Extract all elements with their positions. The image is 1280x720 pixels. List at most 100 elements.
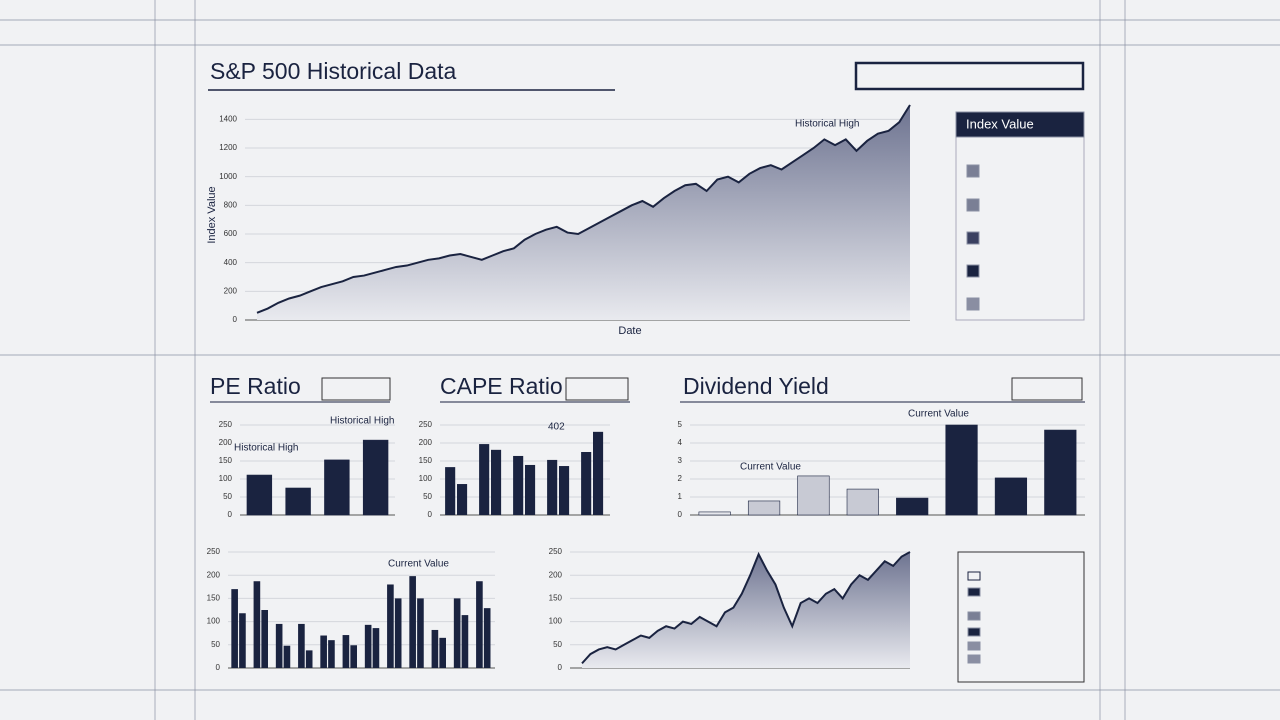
bar: [320, 635, 327, 668]
area-fill: [582, 552, 910, 668]
bar: [896, 497, 929, 516]
y-tick-label: 150: [419, 456, 433, 465]
bar: [547, 459, 558, 515]
y-tick-label: 200: [419, 438, 433, 447]
annotation: Current Value: [740, 462, 801, 473]
bar: [387, 584, 394, 668]
annotation: Historical High: [795, 119, 859, 130]
bar: [994, 477, 1028, 516]
bar: [275, 623, 283, 668]
bar: [246, 474, 273, 516]
y-tick-label: 5: [678, 420, 683, 429]
annotation: 402: [548, 422, 565, 433]
y-tick-label: 2: [678, 474, 683, 483]
y-tick-label: 0: [228, 510, 233, 519]
bar: [457, 484, 468, 515]
annotation: Historical High: [234, 443, 298, 454]
chart-title: S&P 500 Historical Data: [210, 58, 457, 84]
bar: [298, 623, 305, 668]
legend-title: Index Value: [966, 116, 1034, 131]
y-tick-label: 100: [419, 474, 433, 483]
bar: [253, 581, 261, 668]
bar: [342, 635, 350, 668]
y-tick-label: 250: [207, 547, 221, 556]
chart-title: PE Ratio: [210, 373, 301, 399]
bar: [846, 488, 879, 516]
bar: [394, 598, 402, 668]
bar: [285, 487, 311, 516]
bar: [409, 576, 416, 668]
bar: [261, 610, 268, 668]
y-tick-label: 4: [678, 438, 683, 447]
bar: [461, 615, 469, 668]
bar: [483, 608, 491, 668]
bar: [431, 629, 439, 668]
y-tick-label: 50: [553, 640, 562, 649]
bar: [491, 449, 502, 515]
y-tick-label: 400: [224, 258, 238, 267]
bar: [593, 431, 604, 515]
line: [256, 104, 911, 314]
line: [581, 551, 911, 665]
y-tick-label: 0: [678, 510, 683, 519]
bar: [453, 598, 461, 668]
y-tick-label: 100: [207, 617, 221, 626]
y-tick-label: 150: [207, 594, 221, 603]
y-tick-label: 0: [216, 663, 221, 672]
y-tick-label: 0: [428, 510, 433, 519]
bar: [328, 640, 335, 668]
bar: [698, 511, 731, 516]
y-tick-label: 50: [211, 640, 220, 649]
bar: [559, 466, 570, 515]
y-tick-label: 150: [549, 594, 563, 603]
bar: [350, 645, 357, 668]
bar: [239, 613, 246, 668]
bar: [797, 475, 830, 516]
bar: [476, 581, 483, 668]
y-tick-label: 150: [219, 456, 233, 465]
y-tick-label: 100: [219, 474, 233, 483]
bar: [324, 459, 350, 516]
y-tick-label: 600: [224, 229, 238, 238]
y-tick-label: 250: [549, 547, 563, 556]
y-tick-label: 200: [549, 570, 563, 579]
bar: [445, 467, 456, 515]
y-tick-label: 100: [549, 617, 563, 626]
bar: [747, 500, 781, 516]
bar: [372, 628, 380, 668]
annotation: Current Value: [388, 559, 449, 570]
annotation: Current Value: [908, 409, 969, 420]
chart-title: Dividend Yield: [683, 373, 829, 399]
y-tick-label: 1000: [219, 172, 237, 181]
bar: [513, 455, 524, 515]
chart-title: CAPE Ratio: [440, 373, 563, 399]
y-tick-label: 250: [419, 420, 433, 429]
bar: [305, 650, 313, 668]
y-axis-label: Index Value: [206, 186, 218, 243]
bar: [231, 589, 238, 668]
bar: [1044, 429, 1077, 516]
annotation: Historical High: [330, 416, 394, 427]
y-tick-label: 1400: [219, 114, 237, 123]
bar: [945, 424, 978, 516]
x-axis-label: Date: [618, 325, 641, 337]
y-tick-label: 800: [224, 200, 238, 209]
bar: [479, 444, 490, 515]
y-tick-label: 50: [223, 492, 232, 501]
bar: [364, 624, 372, 668]
y-tick-label: 200: [207, 570, 221, 579]
y-tick-label: 50: [423, 492, 432, 501]
y-tick-label: 0: [233, 315, 238, 324]
y-tick-label: 1200: [219, 143, 237, 152]
bar: [283, 645, 291, 668]
bar: [362, 439, 389, 516]
y-tick-label: 200: [219, 438, 233, 447]
bar: [439, 637, 446, 668]
y-tick-label: 250: [219, 420, 233, 429]
bar: [581, 452, 592, 515]
y-tick-label: 1: [678, 492, 683, 501]
bar: [417, 598, 424, 668]
